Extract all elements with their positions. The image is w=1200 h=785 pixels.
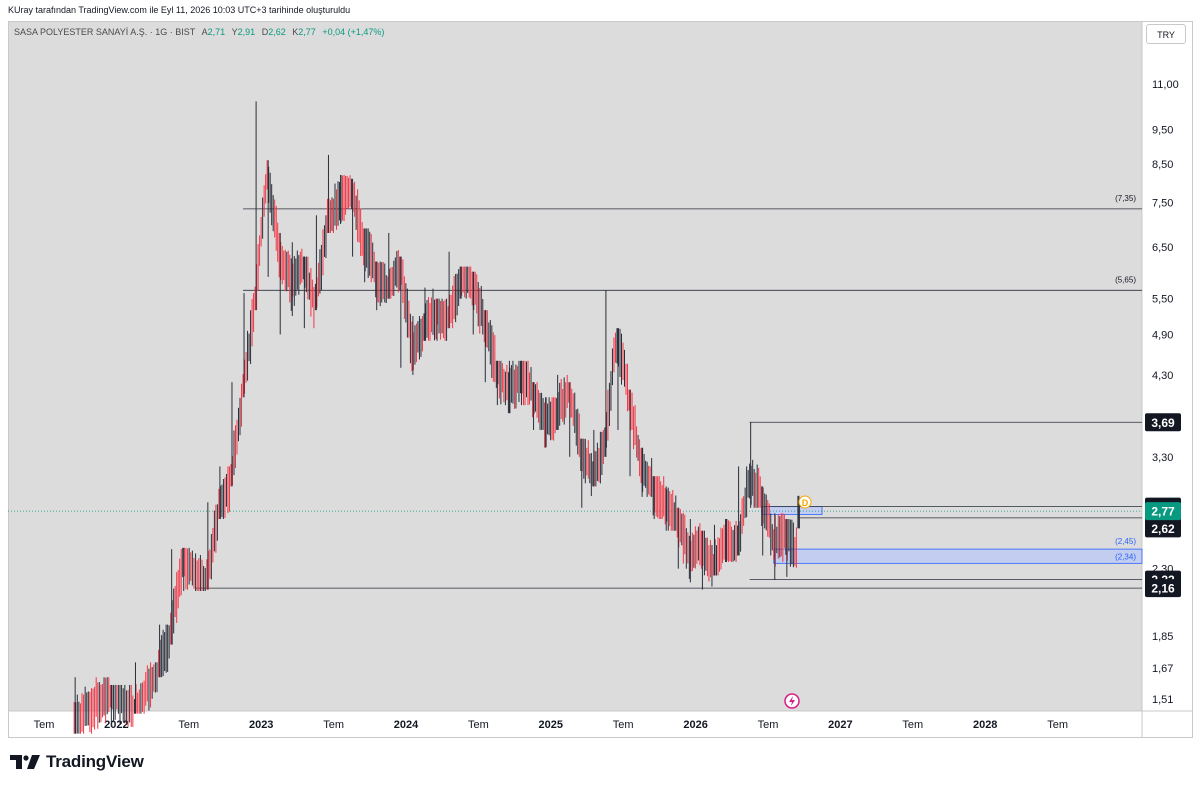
y-tick-label: 11,00: [1152, 79, 1179, 91]
last-price-badge-bg: [1145, 502, 1181, 521]
level-badge-bg: [1145, 413, 1181, 432]
x-tick-label: 2022: [104, 719, 128, 731]
price-zone: [761, 506, 823, 515]
tradingview-brand[interactable]: TradingView: [10, 752, 144, 772]
x-tick-label: Tem: [902, 719, 923, 731]
x-tick-label: 2027: [828, 719, 852, 731]
x-tick-label: Tem: [178, 719, 199, 731]
level-label: (5,65): [1115, 275, 1136, 284]
low-label: D: [261, 27, 269, 37]
brand-name: TradingView: [46, 752, 144, 771]
last-price-badge: 2,77: [1151, 505, 1175, 519]
y-tick-label: 1,85: [1152, 631, 1173, 643]
plot-area[interactable]: [8, 21, 1142, 711]
x-tick-label: Tem: [468, 719, 489, 731]
symbol-legend: SASA POLYESTER SANAYİ A.Ş. · 1G · BIST A…: [14, 27, 384, 37]
low-badge-bg: [1145, 519, 1181, 538]
chart-frame: [8, 21, 1193, 738]
open-value: 2,71: [207, 27, 226, 37]
tradingview-logo-icon: [10, 755, 40, 769]
flash-icon-bolt: [789, 696, 795, 706]
zone-bottom-label: (2,34): [1115, 552, 1136, 561]
top-bar: KUray tarafından TradingView.com ile Eyl…: [0, 0, 1200, 20]
y-tick-label: 1,67: [1152, 663, 1173, 675]
price-zone: [773, 548, 1143, 564]
high-label: Y: [231, 27, 238, 37]
y-tick-label: 7,50: [1152, 198, 1173, 210]
x-tick-label: Tem: [613, 719, 634, 731]
dividend-marker: [798, 495, 812, 509]
open-label: A: [201, 27, 208, 37]
change-value: +0,04 (+1,47%): [322, 27, 385, 37]
x-tick-label: 2026: [683, 719, 707, 731]
y-tick-label: 3,30: [1152, 452, 1173, 464]
y-tick-label: 9,50: [1152, 124, 1173, 136]
x-tick-label: 2024: [394, 719, 419, 731]
created-by-text: KUray tarafından TradingView.com ile Eyl…: [8, 5, 351, 15]
y-tick-label: 1,51: [1152, 694, 1173, 706]
x-tick-label: Tem: [323, 719, 344, 731]
level-badge-bg: [1145, 579, 1181, 598]
level-badge: 2,16: [1151, 582, 1175, 596]
x-tick-label: Tem: [1047, 719, 1068, 731]
symbol-name: SASA POLYESTER SANAYİ A.Ş. · 1G · BIST: [14, 27, 196, 37]
close-value: 2,77: [298, 27, 316, 37]
x-tick-label: Tem: [34, 719, 55, 731]
high-value: 2,91: [237, 27, 256, 37]
y-tick-label: 4,90: [1152, 329, 1173, 341]
close-label: K: [292, 27, 299, 37]
x-tick-label: 2028: [973, 719, 997, 731]
y-tick-label: 6,50: [1152, 242, 1173, 254]
x-tick-label: Tem: [758, 719, 779, 731]
y-tick-label: 4,30: [1152, 370, 1173, 382]
currency-button[interactable]: TRY: [1146, 24, 1186, 44]
dividend-label: D: [802, 498, 809, 508]
level-label: (7,35): [1115, 194, 1136, 203]
price-chart[interactable]: 11,009,508,507,506,505,504,904,303,302,3…: [0, 0, 1200, 745]
x-tick-label: 2023: [249, 719, 273, 731]
low-badge: 2,62: [1151, 522, 1175, 536]
low-value: 2,62: [268, 27, 286, 37]
y-tick-label: 5,50: [1152, 294, 1173, 306]
zone-top-label: (2,45): [1115, 537, 1136, 546]
y-tick-label: 8,50: [1152, 159, 1173, 171]
x-tick-label: 2025: [539, 719, 563, 731]
level-badge: 3,69: [1151, 416, 1175, 430]
